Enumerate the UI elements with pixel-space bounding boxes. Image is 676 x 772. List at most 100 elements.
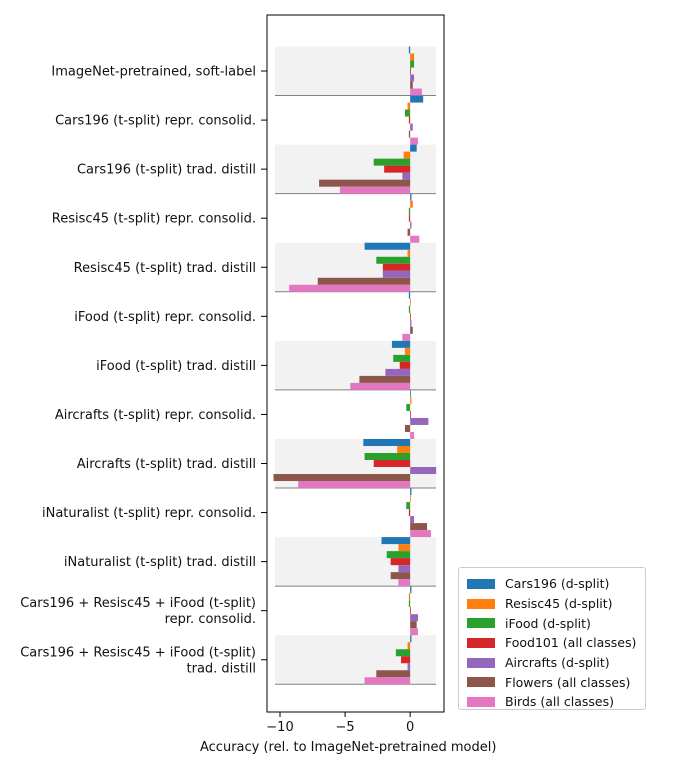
bar <box>410 298 411 306</box>
bar <box>401 656 411 664</box>
bar <box>408 593 411 601</box>
bar <box>350 382 411 390</box>
bar <box>402 333 411 341</box>
legend-label: Cars196 (d-split) <box>505 576 610 592</box>
bar <box>382 270 411 278</box>
group-background <box>275 537 436 587</box>
bar <box>381 537 411 545</box>
bar <box>395 649 411 657</box>
bar <box>398 565 411 573</box>
bar <box>397 445 411 453</box>
bar <box>403 151 411 159</box>
bar <box>384 165 411 173</box>
x-axis: −10 −5 0 <box>261 70 414 735</box>
bar <box>402 172 411 180</box>
bar <box>398 544 411 552</box>
bar <box>410 495 411 503</box>
bar <box>410 431 415 439</box>
group-background <box>275 635 436 685</box>
legend-swatch <box>467 598 495 609</box>
bar <box>382 263 411 271</box>
bar <box>410 614 418 622</box>
bar <box>373 460 411 468</box>
bar <box>410 621 417 629</box>
legend-swatch <box>467 657 495 668</box>
bar <box>407 228 411 236</box>
legend-item: Flowers (all classes) <box>467 672 637 692</box>
legend-swatch <box>467 696 495 707</box>
category-label: Cars196 + Resisc45 + iFood (t-split) <box>20 645 256 660</box>
bar <box>376 256 411 264</box>
x-tick-label: 0 <box>406 720 414 735</box>
bar <box>410 81 413 89</box>
bar <box>410 417 429 425</box>
bar <box>363 438 411 446</box>
legend-label: Resisc45 (d-split) <box>505 596 613 612</box>
bar <box>410 53 415 61</box>
legend-label: iFood (d-split) <box>505 615 591 631</box>
legend-label: Aircrafts (d-split) <box>505 655 610 671</box>
bar <box>364 677 411 685</box>
bar <box>390 558 411 566</box>
bar <box>386 551 411 559</box>
bar <box>410 326 413 334</box>
legend-item: Resisc45 (d-split) <box>467 594 637 614</box>
bar <box>410 74 415 82</box>
legend-label: Birds (all classes) <box>505 694 614 710</box>
bar <box>273 474 411 482</box>
category-label: iFood (t-split) repr. consolid. <box>74 310 256 325</box>
bar <box>408 305 411 313</box>
category-label: iNaturalist (t-split) repr. consolid. <box>42 506 256 521</box>
bar <box>410 523 428 531</box>
bar <box>408 46 411 54</box>
bar <box>364 452 411 461</box>
bar <box>339 186 411 194</box>
bar <box>406 502 411 510</box>
bar <box>385 368 411 376</box>
bar <box>319 179 411 187</box>
legend-swatch <box>467 618 495 629</box>
bar <box>410 67 411 75</box>
bar <box>407 249 411 257</box>
bar <box>410 530 431 538</box>
bar <box>289 284 411 292</box>
bar <box>410 488 412 496</box>
bar <box>410 635 412 643</box>
bar <box>410 235 420 243</box>
bar <box>404 109 411 117</box>
bar <box>408 509 411 517</box>
bar <box>399 361 411 369</box>
bar <box>410 516 415 524</box>
bar <box>391 340 411 348</box>
legend-item: Cars196 (d-split) <box>467 574 637 594</box>
category-label: Aircrafts (t-split) repr. consolid. <box>55 408 256 423</box>
bar <box>376 670 411 678</box>
bar <box>410 60 415 68</box>
legend-swatch <box>467 677 495 688</box>
bar <box>404 424 411 432</box>
bar <box>408 130 411 138</box>
bar <box>298 481 411 489</box>
category-label: repr. consolid. <box>165 612 256 627</box>
category-label: iNaturalist (t-split) trad. distill <box>64 555 256 570</box>
plot-frame <box>266 14 445 713</box>
x-tick-label: −5 <box>336 720 355 735</box>
bar <box>410 200 413 208</box>
category-label: trad. distill <box>187 661 257 676</box>
x-axis-label: Accuracy (rel. to ImageNet-pretrained mo… <box>200 740 497 755</box>
bar <box>407 663 411 671</box>
bar <box>407 642 411 650</box>
legend-item: Aircrafts (d-split) <box>467 653 637 673</box>
bar <box>410 193 412 201</box>
bar <box>410 410 411 418</box>
bar <box>410 607 411 615</box>
bar <box>410 586 412 594</box>
legend-item: Food101 (all classes) <box>467 633 637 653</box>
group-background <box>275 340 436 390</box>
legend-item: iFood (d-split) <box>467 613 637 633</box>
bar <box>406 403 411 411</box>
bar <box>407 102 411 110</box>
bar <box>398 579 411 587</box>
category-label: Resisc45 (t-split) trad. distill <box>74 261 256 276</box>
